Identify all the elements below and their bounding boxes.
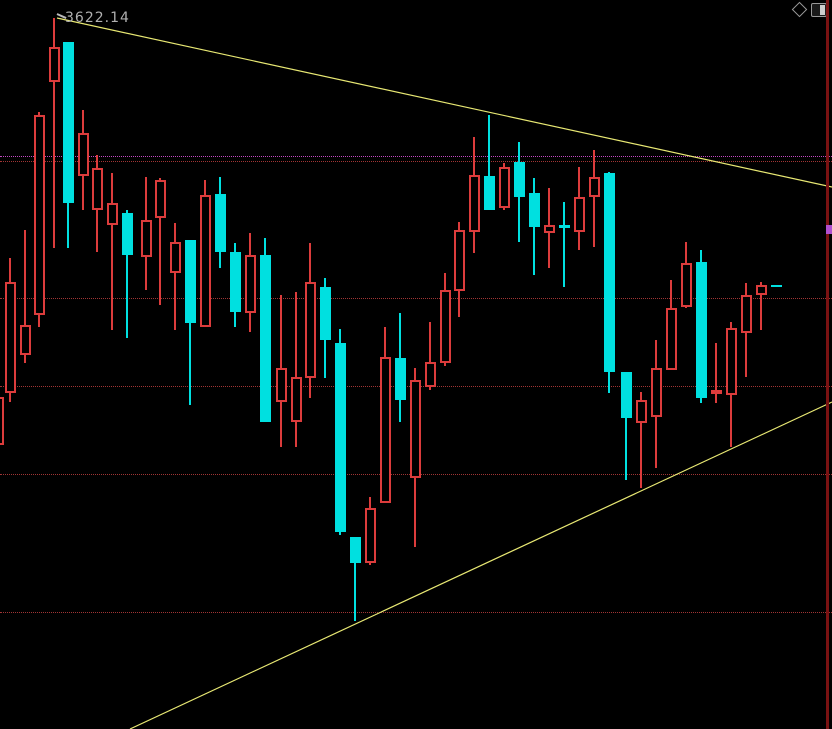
candle-down	[621, 372, 632, 418]
candle-up	[741, 295, 752, 333]
candle-down	[260, 255, 271, 422]
candle-up	[245, 255, 256, 313]
candle-up	[34, 115, 45, 315]
candle-down	[604, 173, 615, 372]
candle-up	[365, 508, 376, 563]
candle-up	[141, 220, 152, 257]
candle-up	[681, 263, 692, 307]
candle-up	[726, 328, 737, 395]
candle-up	[78, 133, 89, 176]
candle-down	[63, 42, 74, 203]
candle-up	[305, 282, 316, 378]
candle-up	[469, 175, 480, 232]
right-edge-marker	[826, 225, 832, 234]
candle-wick	[111, 173, 113, 330]
gridline	[0, 161, 832, 162]
candle-down	[484, 176, 495, 210]
candle-up	[170, 242, 181, 273]
candle-up	[544, 225, 555, 233]
candle-up	[410, 380, 421, 478]
panel-icon[interactable]	[811, 3, 827, 17]
candle-wick	[24, 230, 26, 363]
lower-trendline[interactable]	[129, 401, 832, 729]
candle-up	[5, 282, 16, 393]
right-edge-border	[826, 0, 829, 729]
diamond-icon[interactable]	[791, 1, 808, 18]
candle-down	[514, 162, 525, 197]
candle-down	[771, 285, 782, 287]
candle-up	[425, 362, 436, 387]
candle-up	[574, 197, 585, 232]
gridline	[0, 298, 832, 299]
candle-wick	[53, 18, 55, 248]
candle-up	[155, 180, 166, 218]
candle-up	[92, 168, 103, 210]
candle-down	[696, 262, 707, 398]
candle-down	[185, 240, 196, 323]
candle-up	[380, 357, 391, 503]
candle-wick	[159, 178, 161, 305]
candle-down	[529, 193, 540, 227]
candle-wick	[295, 292, 297, 447]
candle-down	[335, 343, 346, 532]
candle-down	[215, 194, 226, 252]
gridline	[0, 612, 832, 613]
candle-wick	[429, 322, 431, 390]
candle-wick	[126, 210, 128, 338]
candle-wick	[563, 202, 565, 287]
candle-up	[291, 377, 302, 422]
candle-up	[107, 203, 118, 225]
candle-up	[20, 325, 31, 355]
candle-wick	[760, 282, 762, 330]
candle-up	[651, 368, 662, 417]
candle-up	[499, 167, 510, 208]
candle-up	[0, 397, 4, 445]
candle-up	[756, 285, 767, 295]
candle-up	[276, 368, 287, 402]
candle-down	[320, 287, 331, 340]
candle-up	[589, 177, 600, 197]
candle-down	[230, 252, 241, 312]
panel-icon-fill	[820, 5, 825, 15]
gridline	[0, 156, 832, 157]
candle-up	[200, 195, 211, 327]
candle-up	[440, 290, 451, 363]
candle-wick	[593, 150, 595, 247]
candle-up	[711, 390, 722, 394]
candle-up	[49, 47, 60, 82]
candle-down	[350, 537, 361, 563]
candle-wick	[174, 223, 176, 330]
candle-up	[666, 308, 677, 370]
price-label: 3622.14	[65, 10, 130, 26]
candle-wick	[715, 343, 717, 403]
candle-down	[395, 358, 406, 400]
candle-down	[559, 225, 570, 228]
candle-up	[454, 230, 465, 291]
candle-up	[636, 400, 647, 423]
candle-down	[122, 213, 133, 255]
